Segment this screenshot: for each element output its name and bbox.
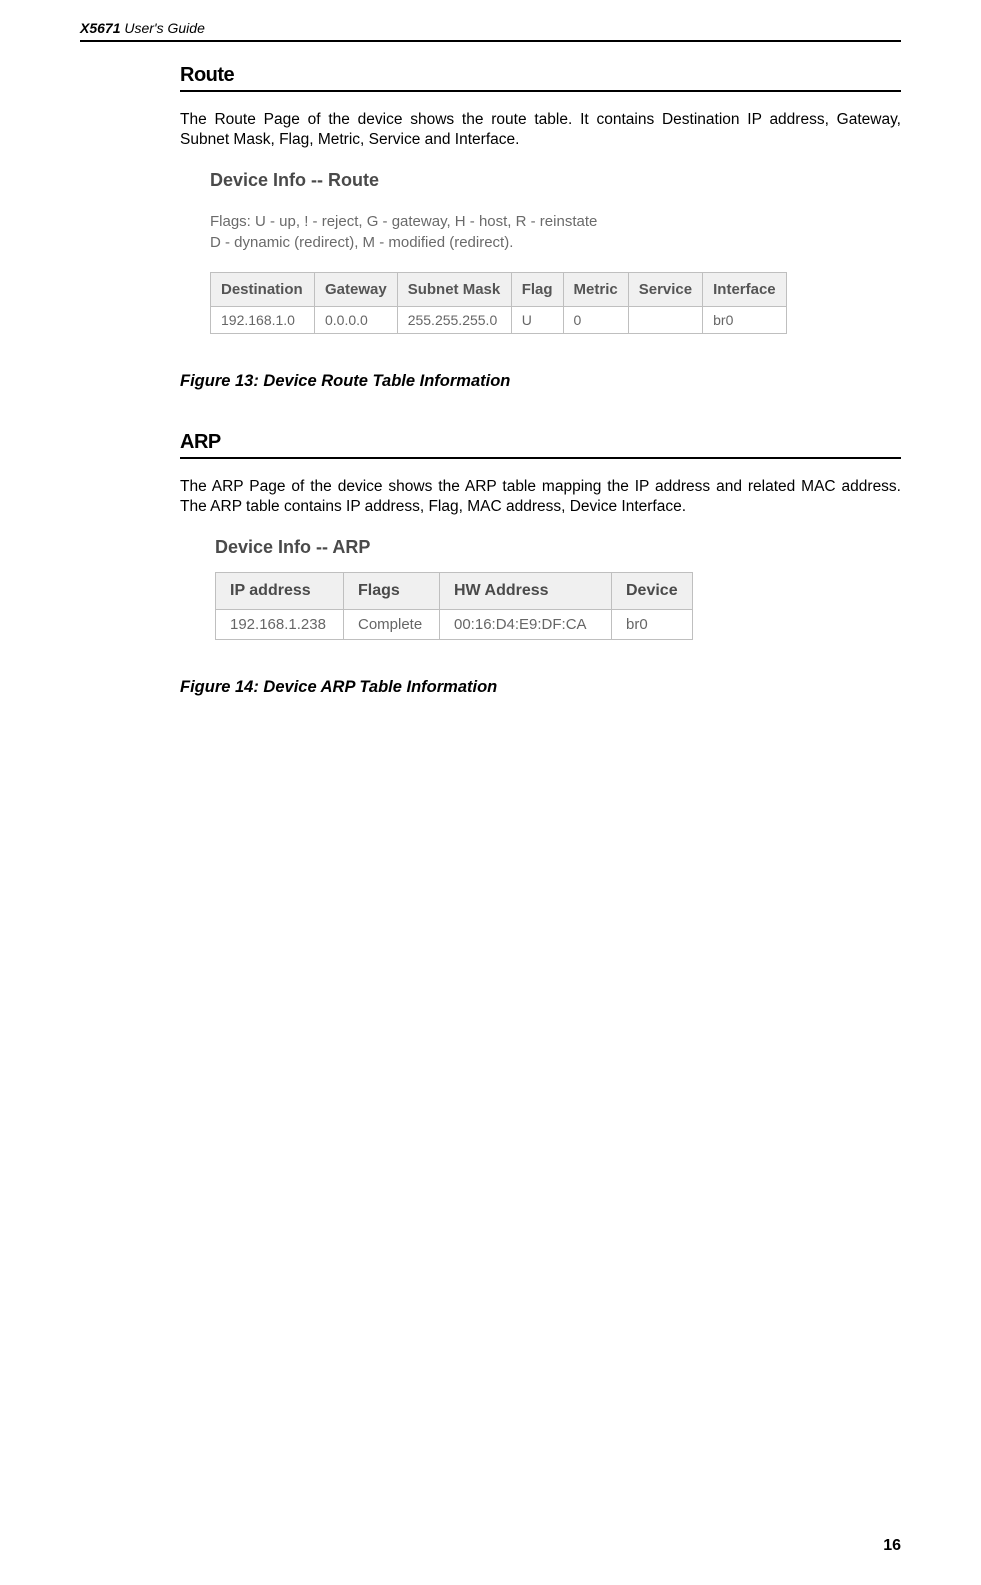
route-cell: br0 bbox=[703, 307, 787, 334]
arp-col-header: Device bbox=[612, 572, 693, 609]
page-header: X5671 User's Guide bbox=[80, 20, 901, 42]
arp-table: IP addressFlagsHW AddressDevice 192.168.… bbox=[215, 572, 693, 640]
arp-section-title: ARP bbox=[180, 431, 901, 459]
route-col-header: Service bbox=[628, 273, 702, 307]
header-model: X5671 bbox=[80, 20, 120, 36]
route-table-block: Device Info -- Route Flags: U - up, ! - … bbox=[210, 170, 901, 335]
route-col-header: Metric bbox=[563, 273, 628, 307]
route-cell: 0.0.0.0 bbox=[315, 307, 398, 334]
table-row: 192.168.1.238Complete00:16:D4:E9:DF:CAbr… bbox=[216, 609, 693, 639]
arp-table-header-row: IP addressFlagsHW AddressDevice bbox=[216, 572, 693, 609]
page-number: 16 bbox=[883, 1537, 901, 1555]
header-suffix: User's Guide bbox=[120, 20, 204, 36]
arp-table-block: Device Info -- ARP IP addressFlagsHW Add… bbox=[215, 537, 901, 640]
route-cell: 192.168.1.0 bbox=[211, 307, 315, 334]
route-table: DestinationGatewaySubnet MaskFlagMetricS… bbox=[210, 272, 787, 334]
route-col-header: Destination bbox=[211, 273, 315, 307]
route-section-title: Route bbox=[180, 64, 901, 92]
route-flags-line2: D - dynamic (redirect), M - modified (re… bbox=[210, 234, 513, 251]
arp-info-title: Device Info -- ARP bbox=[215, 537, 901, 558]
route-col-header: Gateway bbox=[315, 273, 398, 307]
arp-body-text: The ARP Page of the device shows the ARP… bbox=[180, 477, 901, 517]
route-cell: U bbox=[511, 307, 563, 334]
route-col-header: Interface bbox=[703, 273, 787, 307]
arp-cell: 00:16:D4:E9:DF:CA bbox=[440, 609, 612, 639]
route-cell: 0 bbox=[563, 307, 628, 334]
route-info-title: Device Info -- Route bbox=[210, 170, 901, 191]
arp-figure-caption: Figure 14: Device ARP Table Information bbox=[180, 678, 901, 697]
route-figure-caption: Figure 13: Device Route Table Informatio… bbox=[180, 372, 901, 391]
arp-col-header: HW Address bbox=[440, 572, 612, 609]
table-row: 192.168.1.00.0.0.0255.255.255.0U0 br0 bbox=[211, 307, 787, 334]
arp-cell: Complete bbox=[344, 609, 440, 639]
arp-col-header: IP address bbox=[216, 572, 344, 609]
route-col-header: Subnet Mask bbox=[397, 273, 511, 307]
route-flags-text: Flags: U - up, ! - reject, G - gateway, … bbox=[210, 211, 901, 255]
route-cell: 255.255.255.0 bbox=[397, 307, 511, 334]
route-cell bbox=[628, 307, 702, 334]
route-body-text: The Route Page of the device shows the r… bbox=[180, 110, 901, 150]
arp-cell: 192.168.1.238 bbox=[216, 609, 344, 639]
route-col-header: Flag bbox=[511, 273, 563, 307]
arp-cell: br0 bbox=[612, 609, 693, 639]
arp-col-header: Flags bbox=[344, 572, 440, 609]
route-table-header-row: DestinationGatewaySubnet MaskFlagMetricS… bbox=[211, 273, 787, 307]
route-flags-line1: Flags: U - up, ! - reject, G - gateway, … bbox=[210, 213, 597, 230]
